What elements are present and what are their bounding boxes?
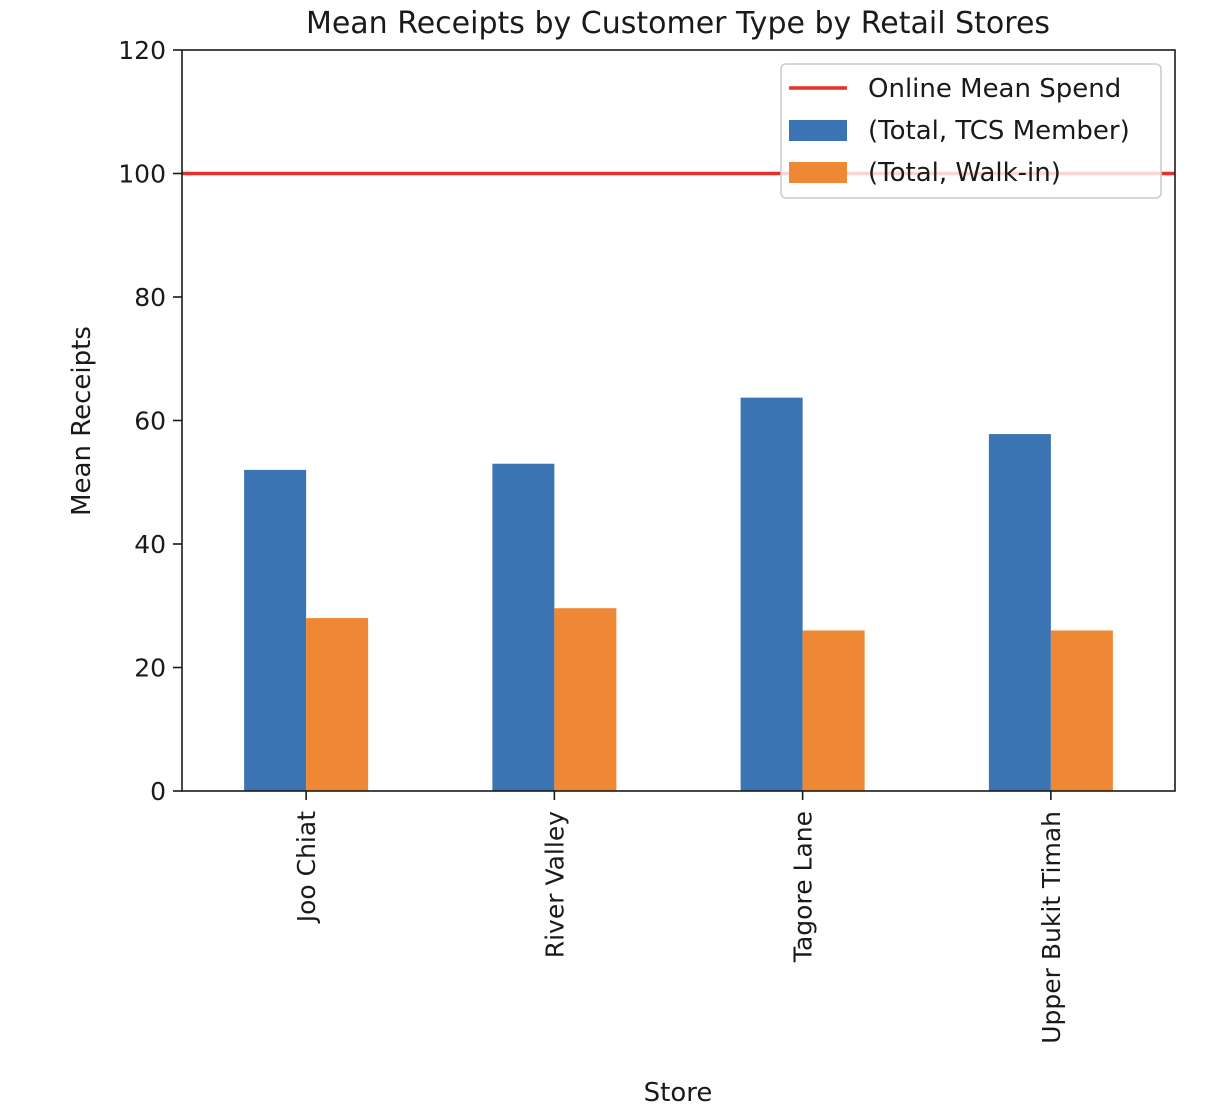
bar-walk-in-2 [802,630,865,791]
legend: Online Mean Spend (Total, TCS Member) (Tot… [780,63,1162,199]
x-tick-label: Joo Chiat [292,811,321,924]
bar-walk-in-1 [554,608,617,791]
y-axis-label: Mean Receipts [67,326,97,516]
y-tick-label: 40 [134,530,166,559]
legend-color-swatch [789,162,847,183]
chart-title: Mean Receipts by Customer Type by Retail… [306,6,1050,41]
x-tick-label: Tagore Lane [789,811,818,963]
y-tick-label: 0 [150,777,166,806]
x-tick-label: River Valley [540,811,569,958]
y-tick-label: 80 [134,283,166,312]
y-tick-label: 120 [118,36,166,65]
bar-walk-in-3 [1050,630,1113,791]
y-tick-label: 100 [118,160,166,189]
bar-tcs-member-1 [492,463,555,791]
bar-walk-in-0 [306,618,369,791]
bar-tcs-member-3 [988,434,1051,791]
legend-color-swatch [789,120,847,141]
legend-label: (Total, TCS Member) [868,116,1130,146]
legend-label: Online Mean Spend [868,74,1121,104]
x-tick-label: Upper Bukit Timah [1037,811,1066,1044]
x-axis-label: Store [644,1078,713,1108]
bar-tcs-member-0 [244,469,307,791]
y-tick-label: 20 [134,654,166,683]
y-tick-label: 60 [134,407,166,436]
plot-area [181,49,1176,792]
y-axis: 0 20 40 60 80 100 120 [118,36,182,806]
x-axis: Joo Chiat River Valley Tagore Lane Upper Bu… [292,791,1066,1044]
legend-box [780,63,1162,199]
legend-label: (Total, Walk-in) [868,158,1061,188]
bar-tcs-member-2 [740,397,803,791]
